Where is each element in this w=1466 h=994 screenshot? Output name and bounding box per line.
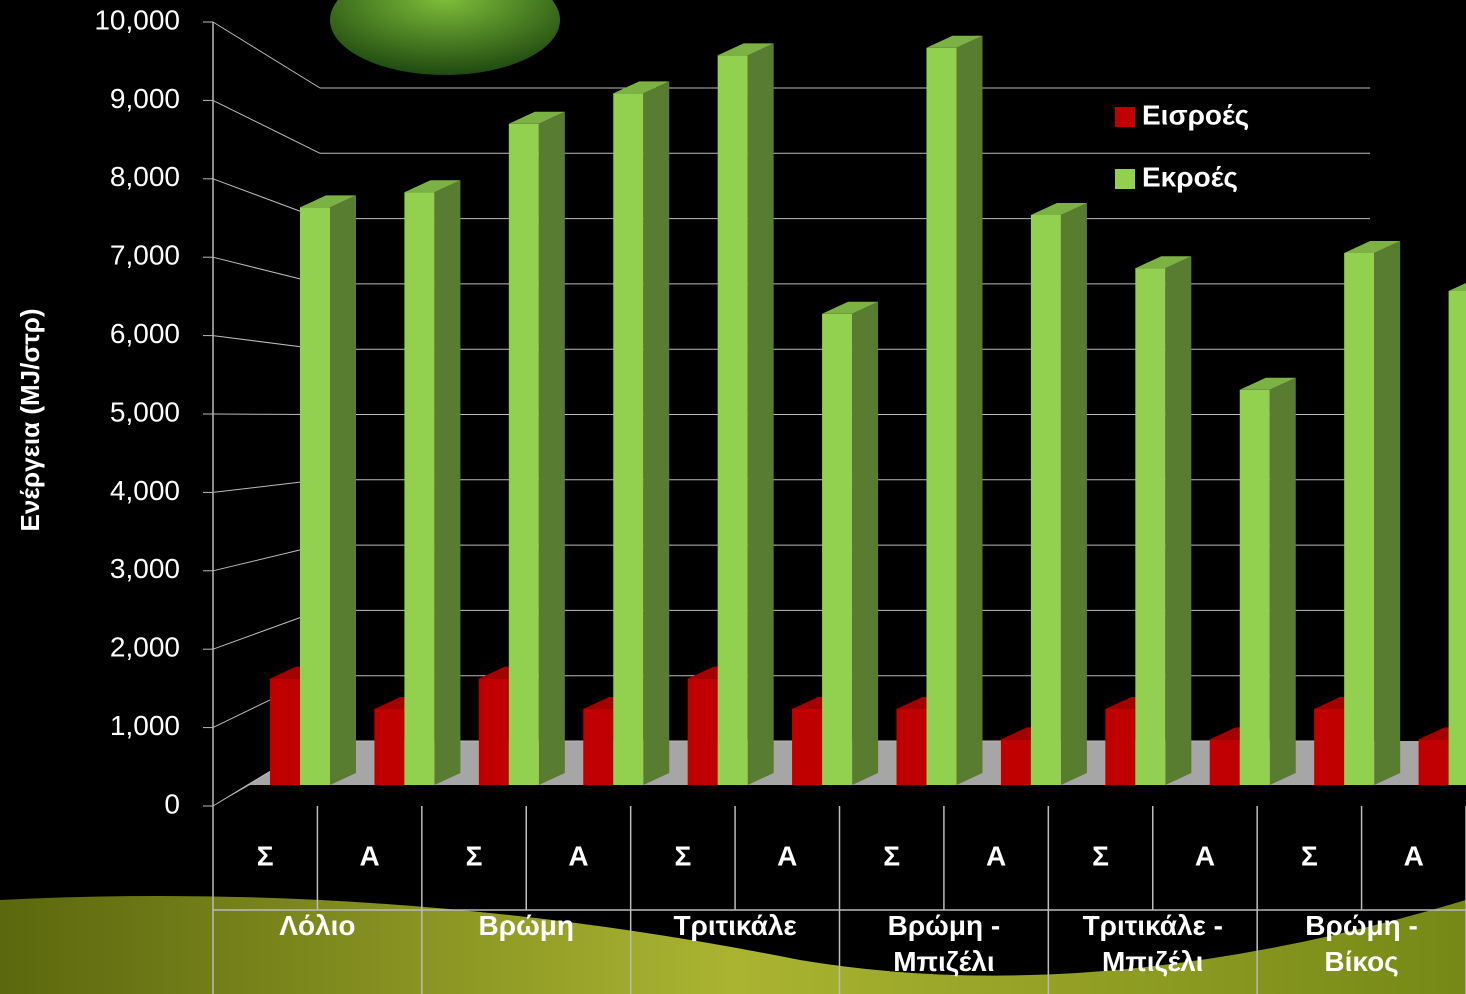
bar	[1001, 739, 1031, 785]
y-tick-label: 10,000	[94, 4, 180, 35]
legend-swatch	[1115, 169, 1135, 189]
bar	[404, 192, 434, 785]
legend-swatch	[1115, 107, 1135, 127]
bar-side	[1061, 203, 1087, 785]
bar-top	[1449, 279, 1466, 291]
x-tick-label: Α	[360, 840, 380, 871]
bar-side	[748, 43, 774, 785]
grid-line	[213, 100, 320, 153]
bar	[1135, 268, 1165, 785]
x-tick-label: Α	[568, 840, 588, 871]
x-tick-label: Σ	[257, 840, 274, 871]
y-tick-label: 0	[164, 788, 180, 819]
x-tick-label: Σ	[1301, 840, 1318, 871]
y-tick-label: 4,000	[110, 475, 180, 506]
bar	[688, 679, 718, 785]
bar-side	[330, 195, 356, 785]
bar	[822, 314, 852, 785]
bar	[1210, 739, 1240, 785]
bar	[897, 709, 927, 785]
chart: Ενέργεια (MJ/στρ) 0 1,000 2,000 3,000 4,000 5…	[0, 0, 1466, 994]
x-tick-label: Σ	[674, 840, 691, 871]
bar	[1419, 739, 1449, 785]
group-label: Βρώμη - Βίκος	[1269, 908, 1454, 980]
group-label: Βρώμη - Μπιζέλι	[851, 908, 1036, 980]
bar-side	[1374, 241, 1400, 785]
bar-side	[643, 81, 669, 785]
grid-line	[213, 22, 320, 88]
bar-side	[852, 302, 878, 785]
x-tick-label: Α	[777, 840, 797, 871]
y-tick-label: 8,000	[110, 161, 180, 192]
bar	[583, 709, 613, 785]
y-tick-label: 7,000	[110, 240, 180, 271]
y-tick-label: 9,000	[110, 83, 180, 114]
bar	[927, 48, 957, 785]
x-tick-label: Σ	[883, 840, 900, 871]
y-tick-label: 2,000	[110, 632, 180, 663]
bar	[479, 679, 509, 785]
group-label: Τριτικάλε	[643, 908, 828, 944]
bar	[1031, 215, 1061, 785]
page: Ενέργεια (MJ/στρ) 0 1,000 2,000 3,000 4,000 5…	[0, 0, 1466, 994]
bar	[1344, 253, 1374, 785]
y-axis-label: Ενέργεια (MJ/στρ)	[15, 309, 45, 532]
legend-label: Εκροές	[1142, 161, 1238, 192]
bar-side	[1165, 256, 1191, 785]
legend-label: Εισροές	[1142, 99, 1249, 130]
x-tick-label: Α	[986, 840, 1006, 871]
bar	[718, 55, 748, 785]
bar	[1314, 709, 1344, 785]
x-tick-label: Σ	[1092, 840, 1109, 871]
x-tick-label: Α	[1404, 840, 1424, 871]
y-tick-label: 6,000	[110, 318, 180, 349]
y-tick-label: 3,000	[110, 553, 180, 584]
bar	[300, 207, 330, 785]
x-tick-label: Σ	[466, 840, 483, 871]
bar-side	[957, 36, 983, 785]
y-tick-label: 5,000	[110, 396, 180, 427]
bar	[1240, 390, 1270, 785]
y-tick-label: 1,000	[110, 710, 180, 741]
bar	[270, 679, 300, 785]
bar	[613, 93, 643, 785]
decor-tree	[330, 0, 560, 75]
x-tick-label: Α	[1195, 840, 1215, 871]
group-label: Βρώμη	[434, 908, 619, 944]
bar-side	[539, 112, 565, 785]
bar	[1449, 291, 1466, 785]
bar	[374, 709, 404, 785]
bar-side	[1270, 378, 1296, 785]
bar-side	[434, 180, 460, 785]
bar	[792, 709, 822, 785]
bar	[1105, 709, 1135, 785]
group-label: Τριτικάλε - Μπιζέλι	[1060, 908, 1245, 980]
group-label: Λόλιο	[225, 908, 410, 944]
bar	[509, 124, 539, 785]
